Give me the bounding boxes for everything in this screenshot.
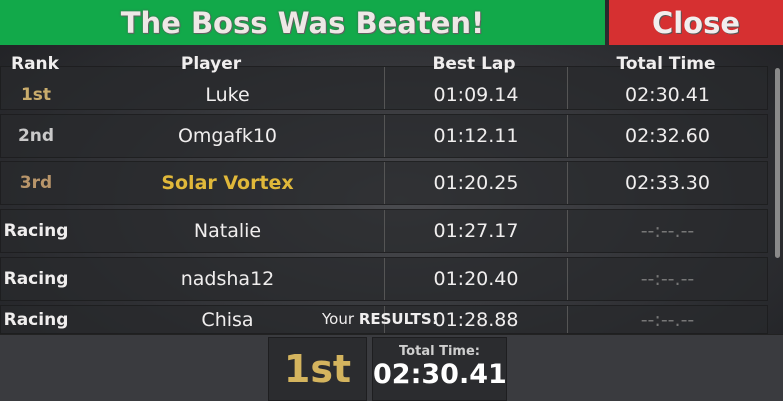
best-lap-cell: 01:20.25: [384, 162, 567, 204]
rank-cell: Racing: [3, 309, 69, 330]
rank-cell: 1st: [20, 85, 52, 105]
rank-cell: Racing: [3, 221, 69, 241]
total-time-value: 02:30.41: [373, 359, 507, 390]
scrollbar[interactable]: [775, 68, 780, 258]
leaderboard-row: Racing nadsha12 01:20.40 --:--.--: [0, 257, 768, 301]
results-prefix: Your: [322, 310, 355, 328]
total-time-cell: 02:32.60: [567, 115, 767, 157]
player-cell: Natalie: [193, 220, 262, 242]
player-cell: Solar Vortex: [161, 172, 294, 194]
total-time-cell: --:--.--: [567, 210, 767, 252]
total-time-cell: --:--.--: [567, 306, 767, 333]
leaderboard-row: Racing Natalie 01:27.17 --:--.--: [0, 209, 768, 253]
best-lap-cell: 01:12.11: [384, 115, 567, 157]
player-cell: Luke: [205, 84, 250, 106]
total-time-cell: --:--.--: [567, 258, 767, 300]
leaderboard-row: 3rd Solar Vortex 01:20.25 02:33.30: [0, 161, 768, 205]
player-cell: Chisa: [201, 308, 254, 331]
best-lap-cell: 01:28.88: [384, 306, 567, 333]
col-header-player: Player: [180, 54, 242, 74]
player-cell: nadsha12: [180, 268, 275, 290]
total-time-cell: 02:30.41: [567, 67, 767, 109]
leaderboard-row: Racing Chisa 01:28.88 --:--.--: [0, 305, 768, 334]
rank-cell: 2nd: [17, 126, 55, 146]
best-lap-cell: 01:09.14: [384, 67, 567, 109]
leaderboard-row: 2nd Omgafk10 01:12.11 02:32.60: [0, 114, 768, 158]
total-time-cell: 02:33.30: [567, 162, 767, 204]
best-lap-cell: 01:27.17: [384, 210, 567, 252]
best-lap-cell: 01:20.40: [384, 258, 567, 300]
col-header-rank: Rank: [11, 54, 59, 74]
your-total-time-box: Total Time: 02:30.41: [372, 337, 507, 401]
leaderboard-row: 1st Luke 01:09.14 02:30.41: [0, 66, 768, 110]
col-header-best-lap: Best Lap: [432, 54, 516, 74]
rank-cell: 3rd: [19, 173, 53, 193]
your-results-label: Your RESULTS!: [322, 310, 439, 328]
close-button[interactable]: Close: [609, 0, 783, 45]
your-rank: 1st: [268, 337, 367, 401]
rank-cell: Racing: [3, 269, 69, 289]
total-time-label: Total Time:: [399, 344, 480, 359]
col-header-total-time: Total Time: [616, 54, 716, 74]
player-cell: Omgafk10: [177, 125, 278, 147]
results-label: RESULTS!: [358, 310, 439, 328]
title-banner: The Boss Was Beaten!: [0, 0, 605, 45]
